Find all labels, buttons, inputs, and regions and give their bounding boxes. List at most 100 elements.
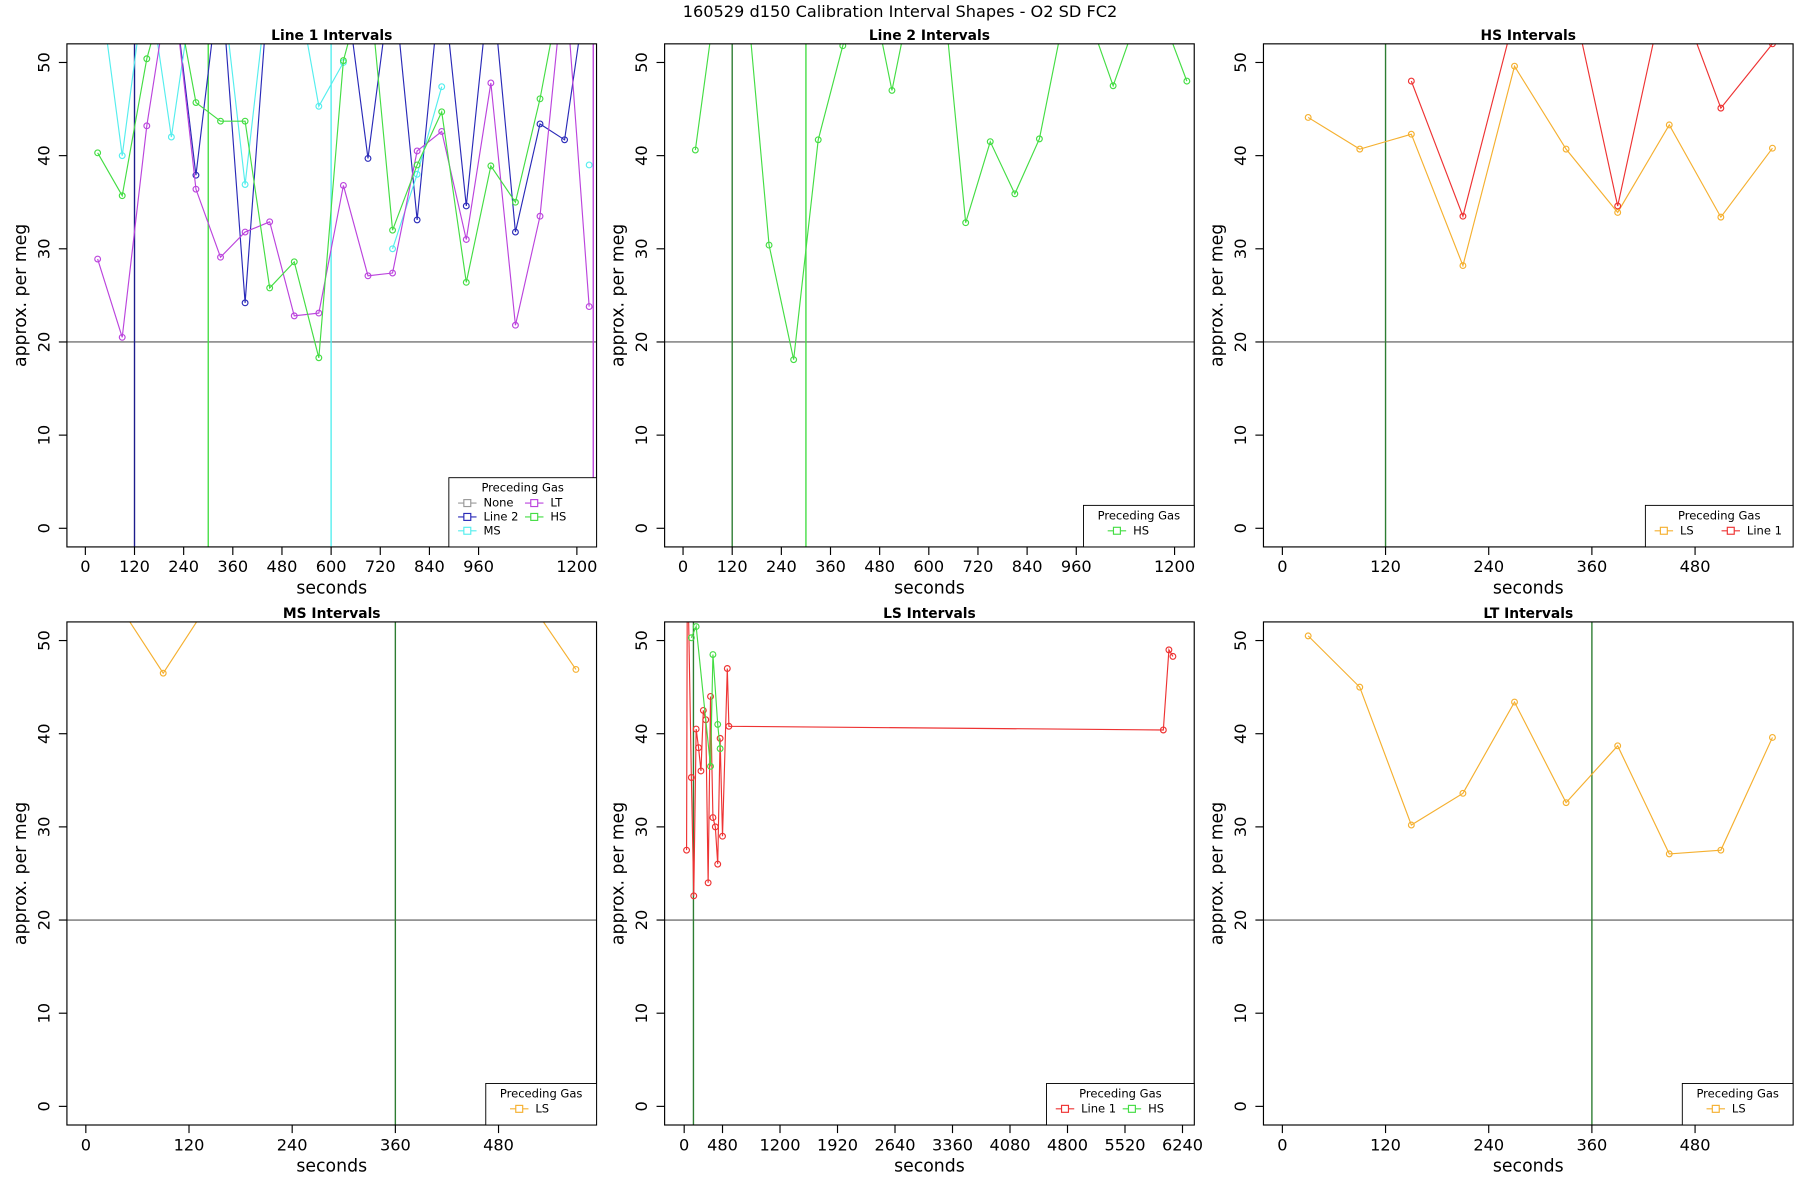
- legend-swatch: [1711, 1104, 1720, 1113]
- legend-title: Preceding Gas: [1079, 1086, 1161, 1100]
- panel-title: Line 1 Intervals: [271, 28, 392, 44]
- data-point: [585, 161, 593, 169]
- x-tick-label: 3360: [932, 1135, 973, 1154]
- legend-label: LS: [1680, 523, 1694, 537]
- data-point: [1459, 789, 1467, 797]
- x-tick-label: 5520: [1104, 1135, 1145, 1154]
- legend-label: Line 2: [483, 509, 518, 523]
- data-point: [241, 181, 249, 188]
- y-axis-label: approx. per meg: [608, 224, 628, 367]
- data-point: [290, 258, 298, 266]
- data-point: [1159, 726, 1167, 734]
- x-tick-label: 6240: [1162, 1135, 1203, 1154]
- legend-label: HS: [1133, 523, 1149, 537]
- data-point: [1165, 646, 1173, 654]
- legend-swatch: [1659, 526, 1668, 535]
- series-line: [1410, 43, 1773, 219]
- series-line: [1307, 635, 1773, 855]
- x-tick-label: 120: [1370, 1135, 1401, 1154]
- data-point: [699, 706, 707, 714]
- y-tick-label: 30: [632, 239, 651, 260]
- series-line: [97, 43, 590, 338]
- data-point: [1035, 135, 1043, 143]
- x-tick-label: 840: [414, 557, 445, 576]
- data-point: [192, 99, 200, 107]
- y-tick-label: 10: [35, 425, 54, 446]
- data-point: [192, 185, 200, 193]
- x-tick-label: 480: [267, 557, 298, 576]
- data-point: [511, 321, 519, 329]
- figure-title: 160529 d150 Calibration Interval Shapes …: [683, 2, 1118, 21]
- data-point: [711, 823, 719, 831]
- y-tick-label: 40: [1231, 723, 1250, 744]
- data-point: [94, 149, 102, 157]
- legend-swatch: [1127, 1104, 1136, 1113]
- x-tick-label: 600: [913, 557, 944, 576]
- data-point: [217, 253, 224, 261]
- y-tick-label: 40: [35, 145, 54, 166]
- data-point: [143, 122, 151, 130]
- y-tick-label: 40: [1231, 145, 1250, 166]
- data-point: [290, 312, 298, 320]
- panel: LS Intervals seconds approx. per meg 0 10 20 3…: [608, 606, 1203, 1177]
- data-point: [339, 181, 347, 189]
- x-tick-label: 360: [1576, 1135, 1607, 1154]
- plot-area: [664, 43, 1195, 547]
- panel-title: LT Intervals: [1483, 606, 1573, 622]
- x-tick-label: 0: [679, 1135, 689, 1154]
- x-tick-label: 360: [1576, 557, 1607, 576]
- data-point: [143, 55, 151, 63]
- x-tick-label: 120: [174, 1135, 205, 1154]
- data-point: [707, 692, 714, 700]
- panel-title: Line 2 Intervals: [869, 28, 990, 44]
- data-point: [413, 147, 421, 155]
- data-point: [962, 219, 970, 227]
- x-tick-label: 720: [365, 557, 396, 576]
- legend-swatch: [530, 512, 539, 521]
- data-point: [487, 79, 495, 87]
- legend-label: LT: [550, 496, 563, 510]
- x-tick-label: 360: [815, 557, 846, 576]
- x-tick-label: 1200: [556, 557, 597, 576]
- data-point: [714, 860, 722, 868]
- legend-swatch: [515, 1104, 524, 1113]
- data-point: [159, 669, 167, 677]
- data-point: [1717, 104, 1725, 112]
- data-point: [1304, 632, 1312, 640]
- data-point: [315, 354, 323, 362]
- legend-label: HS: [1148, 1101, 1164, 1115]
- legend-box: [448, 477, 597, 548]
- y-tick-label: 10: [1231, 425, 1250, 446]
- x-tick-label: 240: [168, 557, 199, 576]
- data-point: [1407, 77, 1415, 85]
- x-tick-label: 120: [717, 557, 748, 576]
- legend-swatch: [463, 499, 472, 508]
- x-axis-label: seconds: [1493, 578, 1564, 598]
- y-tick-label: 0: [632, 1101, 651, 1111]
- x-tick-label: 1920: [817, 1135, 858, 1154]
- data-point: [118, 333, 126, 341]
- y-tick-label: 0: [632, 523, 651, 533]
- x-tick-label: 600: [316, 557, 347, 576]
- y-tick-label: 50: [35, 52, 54, 73]
- data-point: [692, 623, 700, 631]
- data-point: [839, 43, 847, 50]
- legend-label: Line 1: [1081, 1101, 1116, 1115]
- plot-area: [66, 43, 597, 547]
- data-point: [241, 117, 249, 125]
- legend-title: Preceding Gas: [1098, 508, 1180, 522]
- plot-frame: [664, 621, 1195, 1126]
- y-tick-label: 10: [632, 1003, 651, 1024]
- data-point: [462, 278, 470, 286]
- x-tick-label: 120: [1370, 557, 1401, 576]
- plot-area: [66, 621, 597, 1125]
- data-point: [1109, 82, 1117, 90]
- x-tick-label: 4800: [1047, 1135, 1088, 1154]
- x-tick-label: 480: [864, 557, 895, 576]
- legend-swatch: [530, 499, 539, 508]
- x-tick-label: 480: [707, 1135, 738, 1154]
- y-axis-label: approx. per meg: [11, 802, 31, 945]
- data-point: [1665, 121, 1673, 129]
